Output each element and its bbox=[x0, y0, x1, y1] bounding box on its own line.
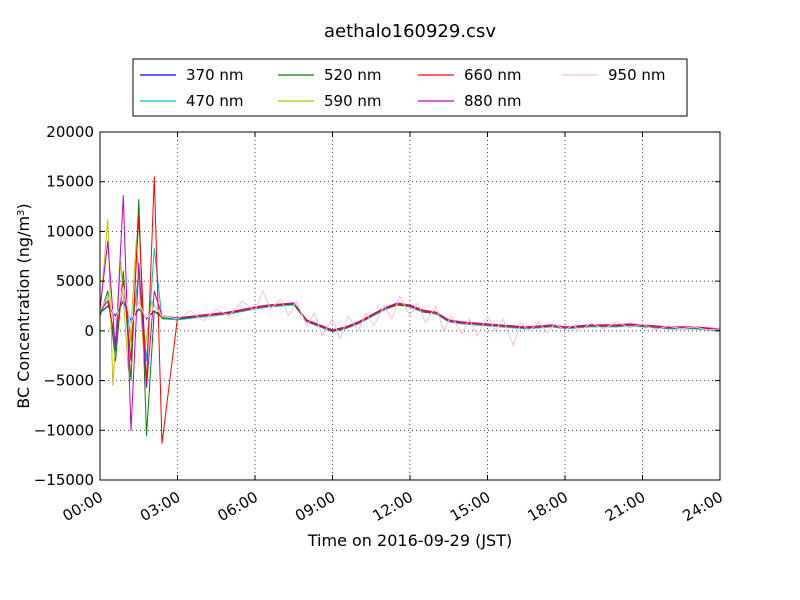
x-tick-label: 03:00 bbox=[137, 488, 183, 525]
y-axis-label-main: BC Concentration (ng/m bbox=[14, 216, 33, 409]
y-tick-label: −10000 bbox=[34, 421, 94, 439]
y-axis-label: BC Concentration (ng/m3) bbox=[14, 203, 33, 408]
legend-box bbox=[132, 58, 688, 117]
x-tick-label: 21:00 bbox=[602, 488, 648, 525]
y-tick-label: 5000 bbox=[56, 272, 94, 290]
legend-label: 880 nm bbox=[464, 92, 522, 110]
y-tick-label: −15000 bbox=[34, 471, 94, 489]
series-line-660-nm bbox=[99, 176, 721, 444]
legend-label: 520 nm bbox=[324, 66, 382, 84]
legend-label: 950 nm bbox=[608, 66, 666, 84]
y-tick-label: 20000 bbox=[46, 123, 94, 141]
x-tick-label: 06:00 bbox=[215, 488, 261, 525]
series-line-520-nm bbox=[99, 199, 721, 436]
y-tick-label: −5000 bbox=[43, 372, 94, 390]
legend-label: 660 nm bbox=[464, 66, 522, 84]
series-line-470-nm bbox=[99, 247, 721, 362]
legend-label: 470 nm bbox=[186, 92, 244, 110]
y-tick-label: 15000 bbox=[46, 173, 94, 191]
x-tick-label: 15:00 bbox=[447, 488, 493, 525]
x-tick-label: 18:00 bbox=[525, 488, 571, 525]
y-tick-label: 0 bbox=[84, 322, 94, 340]
legend-label: 590 nm bbox=[324, 92, 382, 110]
y-axis-label-tail: ) bbox=[14, 203, 33, 209]
series-line-950-nm bbox=[99, 285, 721, 347]
legend: 370 nm 470 nm 520 nm 590 nm 660 nm 880 nm 950 … bbox=[140, 66, 666, 110]
legend-label: 370 nm bbox=[186, 66, 244, 84]
gridlines bbox=[100, 132, 720, 480]
x-tick-label: 09:00 bbox=[292, 488, 338, 525]
y-tick-label: 10000 bbox=[46, 222, 94, 240]
x-tick-label: 00:00 bbox=[60, 488, 106, 525]
x-tick-label: 24:00 bbox=[680, 488, 726, 525]
x-tick-label: 12:00 bbox=[370, 488, 416, 525]
chart-title: aethalo160929.csv bbox=[324, 21, 496, 42]
y-axis-label-sup: 3 bbox=[16, 210, 27, 216]
series-layer bbox=[99, 176, 721, 444]
x-axis-label: Time on 2016-09-29 (JST) bbox=[307, 531, 512, 550]
